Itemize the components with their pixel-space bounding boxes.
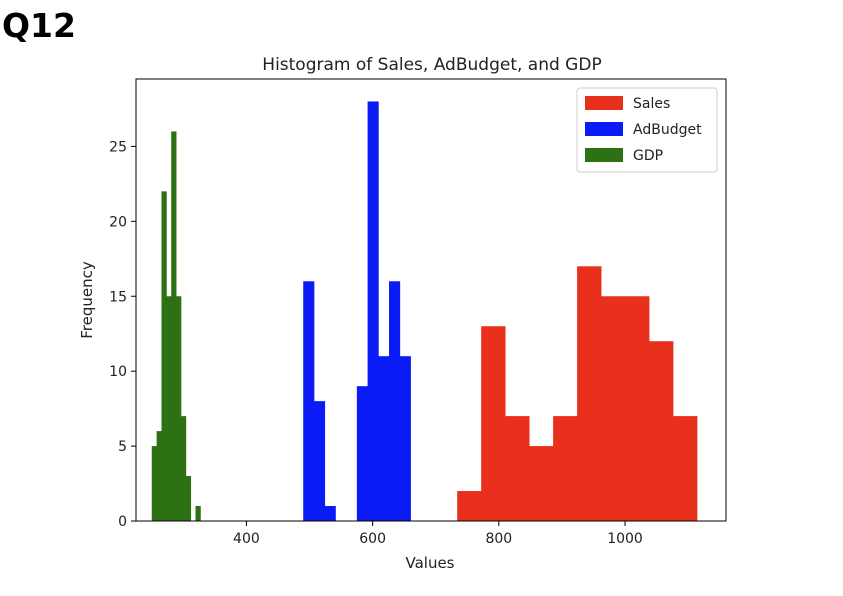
histogram-bar-adbudget xyxy=(399,356,411,521)
x-axis: 400 600 800 1000 xyxy=(233,521,643,547)
histogram-bar-adbudget xyxy=(389,281,401,521)
histogram-bar-gdp xyxy=(185,476,192,521)
histogram-bar-sales xyxy=(625,296,650,521)
y-axis: 0 5 10 15 20 25 xyxy=(109,139,136,530)
histogram-bar-adbudget xyxy=(324,506,336,521)
plot-frame xyxy=(135,78,727,522)
legend: Sales AdBudget GDP xyxy=(576,87,718,173)
chart-title: Histogram of Sales, AdBudget, and GDP xyxy=(262,55,601,75)
histogram-bar-sales xyxy=(529,446,554,521)
y-tick-label: 5 xyxy=(118,439,127,455)
y-tick-label: 20 xyxy=(109,214,127,230)
y-tick-label: 0 xyxy=(118,514,127,530)
histogram-bar-gdp xyxy=(151,446,158,521)
histogram-bar-sales xyxy=(577,266,602,521)
histogram-bar-gdp xyxy=(180,416,187,521)
histogram-bar-adbudget xyxy=(367,101,379,521)
x-tick-label: 600 xyxy=(359,531,386,547)
histogram-bar-gdp xyxy=(166,296,172,521)
histogram-bar-adbudget xyxy=(303,281,315,521)
histogram-bar-sales xyxy=(481,326,506,521)
legend-label-gdp: GDP xyxy=(633,148,663,164)
question-label: Q12 xyxy=(2,6,76,45)
histogram-bar-gdp xyxy=(176,296,182,521)
histogram-bar-gdp xyxy=(195,506,201,521)
legend-label-sales: Sales xyxy=(633,96,670,112)
bars-layer xyxy=(151,101,698,522)
histogram-bar-sales xyxy=(553,416,578,521)
legend-label-adbudget: AdBudget xyxy=(633,122,702,138)
histogram-bar-gdp xyxy=(171,131,177,521)
histogram-bar-sales xyxy=(505,416,530,521)
histogram-bar-sales xyxy=(601,296,626,521)
histogram-bar-sales xyxy=(457,491,482,521)
y-tick-label: 10 xyxy=(109,364,127,380)
histogram-bar-sales xyxy=(649,341,674,521)
histogram-bar-adbudget xyxy=(313,401,326,521)
histogram-bar-gdp xyxy=(156,431,162,521)
y-axis-title: Frequency xyxy=(78,261,96,339)
histogram-bar-gdp xyxy=(161,191,167,522)
legend-swatch-gdp xyxy=(585,148,623,162)
legend-swatch-adbudget xyxy=(585,122,623,136)
histogram-bar-adbudget xyxy=(378,356,390,521)
histogram-bar-adbudget xyxy=(356,386,368,521)
y-tick-label: 15 xyxy=(109,289,127,305)
x-tick-label: 400 xyxy=(233,531,260,547)
y-tick-label: 25 xyxy=(109,139,127,155)
x-axis-title: Values xyxy=(405,554,454,572)
x-tick-label: 1000 xyxy=(607,531,643,547)
x-tick-label: 800 xyxy=(485,531,512,547)
histogram-bar-sales xyxy=(672,416,698,521)
legend-swatch-sales xyxy=(585,96,623,110)
